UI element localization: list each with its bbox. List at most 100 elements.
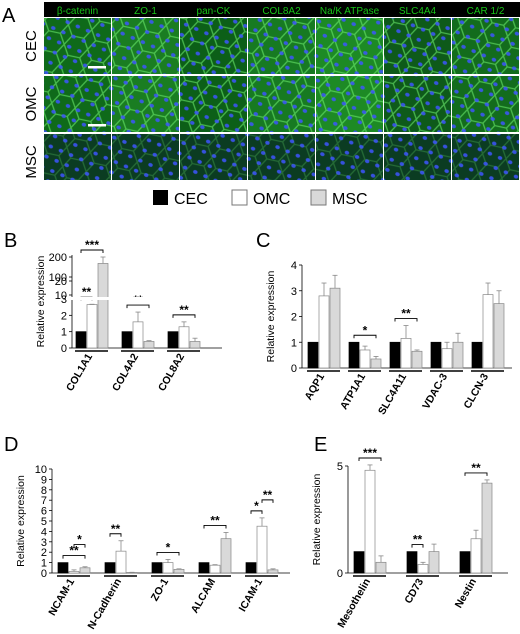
x-tick-label: COL1A1 bbox=[64, 351, 95, 393]
bar bbox=[417, 564, 429, 574]
micrograph-tile bbox=[452, 18, 519, 74]
significance-bracket bbox=[126, 304, 150, 309]
bar bbox=[452, 341, 464, 369]
bar bbox=[198, 562, 210, 574]
legend-swatch-omc bbox=[231, 189, 248, 206]
x-tick-label: COL4A2 bbox=[110, 351, 141, 393]
row-label: CEC bbox=[23, 30, 40, 62]
bar bbox=[162, 562, 174, 574]
significance-mark: *** bbox=[363, 446, 377, 460]
row-label: OMC bbox=[23, 86, 40, 121]
tile-nuclei bbox=[384, 134, 451, 180]
panel-a-microscopy: A β-catenin ZO-1 pan-CK COL8A2 Na/K ATPase SL… bbox=[2, 2, 520, 180]
bar bbox=[75, 331, 87, 349]
x-tick-label: ATP1A1 bbox=[338, 371, 368, 411]
y-tick-label: 3 bbox=[291, 286, 297, 298]
y-tick-label: 5 bbox=[41, 516, 47, 528]
y-tick-label: 1 bbox=[41, 558, 47, 570]
bar bbox=[104, 562, 116, 574]
bar bbox=[143, 341, 155, 349]
y-axis-label: Relative expression bbox=[265, 271, 277, 363]
bar bbox=[97, 263, 109, 349]
y-tick-label: 3 bbox=[41, 537, 47, 549]
bar bbox=[256, 525, 268, 574]
stain-label: SLC4A4 bbox=[399, 6, 437, 17]
significance-bracket bbox=[250, 510, 263, 514]
significance-mark: ** bbox=[82, 285, 92, 299]
panel-letter-b: B bbox=[4, 230, 17, 252]
significance-bracket bbox=[464, 472, 488, 476]
significance-bracket bbox=[80, 249, 104, 253]
y-axis-label: Relative expression bbox=[311, 474, 323, 566]
x-tick-label: Nestin bbox=[453, 577, 479, 611]
bar bbox=[482, 294, 494, 369]
significance-bracket bbox=[411, 544, 424, 548]
y-tick-label: 2 bbox=[41, 547, 47, 559]
significance-bracket bbox=[73, 544, 86, 548]
tile-nuclei bbox=[180, 76, 247, 132]
micrograph-tile bbox=[112, 18, 179, 74]
bar bbox=[364, 469, 376, 574]
bar bbox=[359, 349, 371, 369]
y-tick-label: 20 bbox=[55, 276, 67, 288]
bar bbox=[318, 295, 330, 369]
bar bbox=[428, 551, 440, 574]
scale-bar bbox=[88, 124, 106, 127]
bar bbox=[353, 551, 365, 574]
tile-nuclei bbox=[112, 134, 179, 180]
axis-break bbox=[66, 297, 231, 300]
tile-nuclei bbox=[248, 76, 315, 132]
significance-mark: * bbox=[166, 540, 171, 554]
stain-label: Na/K ATPase bbox=[320, 6, 380, 17]
tile-nuclei bbox=[112, 76, 179, 132]
significance-bracket bbox=[156, 552, 180, 556]
panel-letter-e: E bbox=[314, 434, 327, 456]
x-tick-label: VDAC-3 bbox=[420, 371, 450, 411]
x-tick-label: SLC4A11 bbox=[376, 371, 409, 417]
tile-nuclei bbox=[452, 76, 519, 132]
y-tick-label: 10 bbox=[35, 464, 47, 476]
stain-label: CAR 1/2 bbox=[467, 6, 505, 17]
significance-mark: ** bbox=[263, 488, 273, 502]
tile-nuclei bbox=[44, 134, 111, 180]
y-tick-label: 9 bbox=[41, 474, 47, 486]
micrograph-tile bbox=[384, 76, 451, 132]
bar bbox=[209, 564, 221, 574]
micrograph-tile bbox=[44, 134, 111, 180]
significance-mark: * bbox=[77, 533, 82, 547]
y-tick-label: 8 bbox=[41, 485, 47, 497]
y-tick-label: 2 bbox=[61, 310, 67, 322]
micrograph-tile bbox=[316, 76, 383, 132]
tile-nuclei bbox=[452, 134, 519, 180]
y-tick-label: 1 bbox=[61, 327, 67, 339]
x-tick-label: NCAM-1 bbox=[46, 576, 77, 617]
bar bbox=[220, 538, 232, 574]
tile-nuclei bbox=[316, 18, 383, 74]
bar bbox=[79, 567, 91, 574]
bar bbox=[348, 341, 360, 369]
y-tick-label: 0 bbox=[291, 363, 297, 375]
bar bbox=[173, 569, 185, 574]
tile-nuclei bbox=[316, 134, 383, 180]
bar bbox=[406, 551, 418, 574]
micrograph-tile bbox=[180, 76, 247, 132]
significance-mark: ** bbox=[133, 293, 143, 307]
legend: CEC OMC MSC bbox=[153, 189, 368, 208]
micrograph-tile bbox=[248, 18, 315, 74]
micrograph-tile bbox=[316, 134, 383, 180]
x-tick-label: COL8A2 bbox=[156, 351, 187, 393]
tile-nuclei bbox=[112, 18, 179, 74]
legend-swatch-msc bbox=[310, 189, 327, 206]
stain-label-strip bbox=[44, 2, 520, 17]
y-tick-label: 4 bbox=[291, 260, 297, 272]
micrograph-tile bbox=[180, 18, 247, 74]
micrograph-tile bbox=[44, 76, 111, 132]
micrograph-tile bbox=[452, 134, 519, 180]
y-tick-label: 7 bbox=[41, 495, 47, 507]
bar bbox=[68, 571, 80, 574]
x-tick-label: CD73 bbox=[402, 576, 426, 605]
bar bbox=[411, 350, 423, 369]
micrograph-tile bbox=[384, 134, 451, 180]
bar bbox=[459, 551, 471, 574]
